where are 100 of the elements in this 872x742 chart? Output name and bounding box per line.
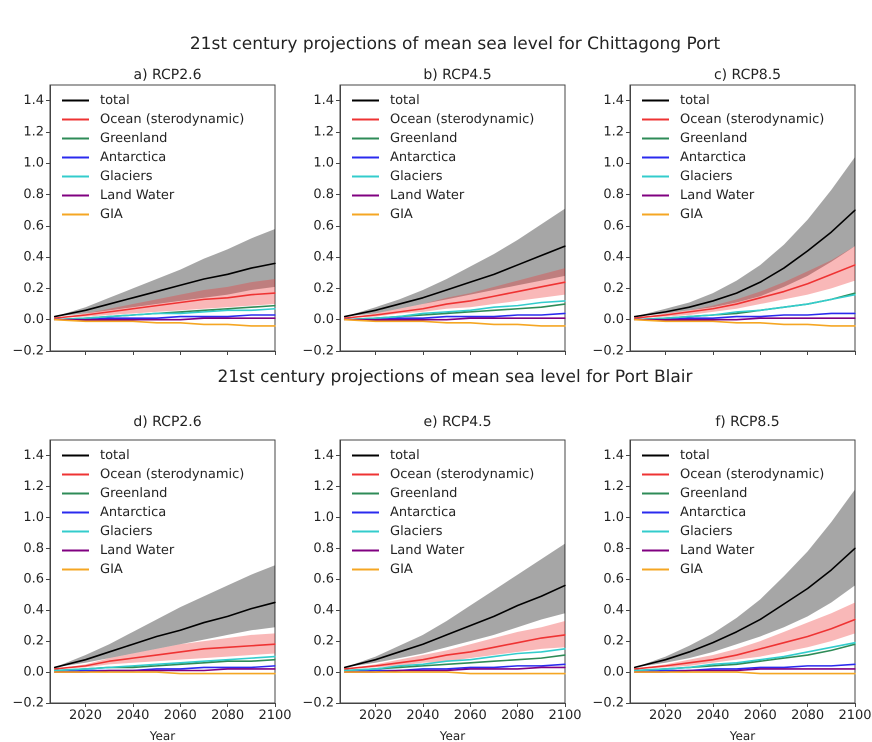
chart-title: b) RCP4.5: [423, 67, 492, 83]
line-series: [634, 618, 856, 670]
y-tick-label: 0.0: [23, 664, 44, 680]
legend-label: Land Water: [390, 543, 465, 558]
legend-label: GIA: [100, 562, 123, 577]
y-tick-label: 1.2: [603, 478, 624, 494]
y-tick-label: 0.6: [603, 218, 624, 234]
line-series: [344, 584, 566, 668]
y-tick-label: 0.6: [23, 218, 44, 234]
legend-label: Glaciers: [100, 169, 153, 184]
y-tick-label: 0.8: [23, 187, 44, 202]
y-tick-label: 0.4: [23, 602, 44, 618]
y-tick-label: 1.0: [313, 156, 334, 171]
y-tick-label: 0.6: [603, 572, 624, 587]
line-series: [344, 318, 566, 327]
line-series: [54, 602, 276, 668]
legend-label: Land Water: [680, 188, 755, 203]
y-tick-label: −0.2: [592, 344, 624, 358]
x-tick-label: 2060: [164, 708, 197, 723]
x-tick-label: 2040: [406, 708, 440, 723]
x-tick-label: 2020: [358, 708, 392, 723]
x-tick-label: 2040: [116, 708, 150, 723]
line-series: [634, 318, 856, 327]
legend-label: total: [680, 448, 710, 463]
chart-title: e) RCP4.5: [423, 414, 492, 430]
y-tick-label: 0.4: [313, 602, 334, 618]
y-tick-label: 1.2: [23, 124, 44, 140]
x-tick-label: 2100: [548, 708, 582, 723]
line-series: [344, 245, 566, 318]
y-tick-label: 1.4: [313, 93, 334, 108]
chart-title: f) RCP8.5: [715, 414, 780, 430]
text: 21st century projections of mean sea level for Chittagong Port: [190, 34, 720, 54]
y-tick-label: −0.2: [302, 344, 334, 358]
line-series: [634, 664, 856, 673]
line-series: [54, 262, 276, 318]
x-tick-label: 2100: [838, 708, 872, 723]
y-tick-label: 0.8: [313, 540, 334, 556]
legend-label: Glaciers: [390, 169, 443, 184]
y-tick-label: 0.4: [603, 602, 624, 618]
legend-label: total: [390, 93, 420, 108]
y-tick-label: 1.0: [603, 156, 624, 171]
legend-label: Glaciers: [390, 524, 443, 539]
legend-label: Land Water: [680, 543, 755, 558]
line-series: [54, 643, 276, 670]
legend-label: Land Water: [100, 188, 175, 203]
line-series: [344, 648, 566, 672]
y-tick-label: 1.2: [603, 124, 624, 140]
legend-label: Antarctica: [100, 505, 166, 520]
y-tick-label: 0.0: [313, 664, 334, 680]
y-tick-label: 1.4: [603, 448, 624, 463]
legend-label: Ocean (sterodynamic): [100, 112, 244, 127]
y-tick-label: 0.4: [313, 250, 334, 265]
chart-title: c) RCP8.5: [714, 67, 782, 83]
y-tick-label: 0.4: [603, 250, 624, 265]
y-tick-label: 0.2: [313, 634, 334, 649]
legend-label: Land Water: [390, 188, 465, 203]
legend-label: GIA: [100, 207, 123, 222]
y-tick-label: 0.2: [603, 280, 624, 296]
text: 21st century projections of mean sea level for Port Blair: [218, 367, 692, 387]
y-tick-label: 1.0: [603, 510, 624, 525]
y-tick-label: 0.2: [23, 634, 44, 649]
x-tick-label: 2060: [454, 708, 487, 723]
y-tick-label: 0.8: [313, 187, 334, 202]
line-series: [54, 292, 276, 319]
legend-label: Ocean (sterodynamic): [100, 467, 244, 482]
x-axis-title: Year: [148, 729, 176, 742]
y-tick-label: 0.8: [603, 540, 624, 556]
legend-label: Glaciers: [680, 169, 733, 184]
line-series: [344, 634, 566, 670]
y-tick-label: 1.0: [23, 510, 44, 525]
legend-label: Antarctica: [680, 150, 746, 165]
chart-title: a) RCP2.6: [133, 67, 202, 83]
legend-label: Greenland: [680, 486, 748, 501]
chart-title: d) RCP2.6: [133, 414, 202, 430]
line-series: [54, 318, 276, 327]
x-tick-label: 2060: [744, 708, 777, 723]
legend-label: GIA: [680, 562, 703, 577]
y-tick-label: −0.2: [12, 696, 44, 710]
legend-label: Ocean (sterodynamic): [390, 112, 534, 127]
x-tick-label: 2080: [791, 708, 824, 723]
x-axis-title: Year: [438, 729, 466, 742]
legend-label: total: [390, 448, 420, 463]
y-tick-label: −0.2: [12, 344, 44, 358]
legend-label: Ocean (sterodynamic): [680, 112, 824, 127]
x-tick-label: 2080: [211, 708, 244, 723]
legend-label: GIA: [390, 207, 413, 222]
y-tick-label: 1.4: [603, 93, 624, 108]
y-tick-label: 1.4: [313, 448, 334, 463]
legend-label: Land Water: [100, 543, 175, 558]
legend-label: Greenland: [100, 131, 168, 146]
y-tick-label: 0.4: [23, 250, 44, 265]
legend-label: GIA: [680, 207, 703, 222]
x-tick-label: 2080: [501, 708, 534, 723]
legend-label: Antarctica: [390, 150, 456, 165]
x-tick-label: 2020: [648, 708, 682, 723]
y-tick-label: 1.0: [313, 510, 334, 525]
x-tick-label: 2100: [258, 708, 292, 723]
y-tick-label: 1.2: [23, 478, 44, 494]
y-tick-label: 0.0: [313, 312, 334, 328]
line-series: [634, 264, 856, 319]
